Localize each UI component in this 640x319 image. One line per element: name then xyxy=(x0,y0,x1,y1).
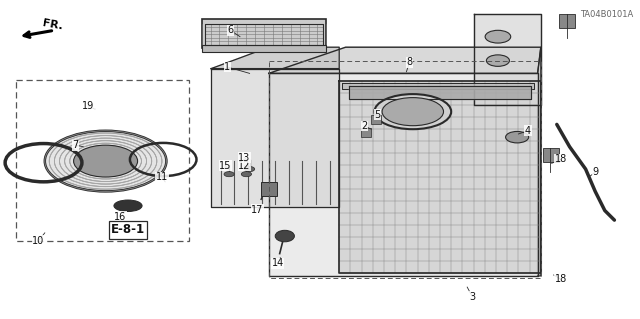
Ellipse shape xyxy=(74,145,138,177)
Text: FR.: FR. xyxy=(42,19,63,32)
Ellipse shape xyxy=(374,94,451,129)
Polygon shape xyxy=(269,73,538,276)
Polygon shape xyxy=(474,14,541,105)
Text: 17: 17 xyxy=(251,205,264,215)
Bar xyxy=(543,148,559,162)
Ellipse shape xyxy=(224,172,234,177)
Text: 10: 10 xyxy=(32,236,45,246)
Text: 1: 1 xyxy=(224,62,230,72)
Ellipse shape xyxy=(486,55,509,66)
Text: 7: 7 xyxy=(72,140,79,150)
Bar xyxy=(202,19,326,48)
Text: 16: 16 xyxy=(114,212,127,222)
Ellipse shape xyxy=(114,200,142,211)
Bar xyxy=(559,14,575,28)
Text: 15: 15 xyxy=(219,161,232,171)
Text: 2: 2 xyxy=(362,121,368,131)
Bar xyxy=(202,45,326,52)
Text: 13: 13 xyxy=(238,152,251,163)
Polygon shape xyxy=(339,81,541,273)
Text: 12: 12 xyxy=(238,161,251,171)
Text: 4: 4 xyxy=(525,126,531,136)
Text: 6: 6 xyxy=(227,25,234,35)
Text: 9: 9 xyxy=(592,167,598,177)
Bar xyxy=(269,61,541,278)
Bar xyxy=(371,115,381,124)
Ellipse shape xyxy=(244,167,255,172)
Text: 19: 19 xyxy=(82,101,95,111)
Text: 8: 8 xyxy=(406,57,413,67)
Polygon shape xyxy=(269,47,541,73)
Polygon shape xyxy=(211,47,339,69)
Polygon shape xyxy=(349,86,531,99)
Bar xyxy=(16,80,189,241)
Ellipse shape xyxy=(45,131,166,191)
Bar xyxy=(361,128,371,137)
Bar xyxy=(261,182,277,196)
Text: 18: 18 xyxy=(554,154,567,165)
Ellipse shape xyxy=(506,131,529,143)
Text: E-8-1: E-8-1 xyxy=(111,223,145,236)
Text: 5: 5 xyxy=(374,110,381,120)
Text: 3: 3 xyxy=(469,292,476,302)
Polygon shape xyxy=(211,69,339,207)
Ellipse shape xyxy=(485,30,511,43)
Ellipse shape xyxy=(382,98,444,126)
Text: 11: 11 xyxy=(156,172,168,182)
Ellipse shape xyxy=(275,230,294,242)
Text: TA04B0101A: TA04B0101A xyxy=(580,10,634,19)
Polygon shape xyxy=(538,47,541,276)
Text: 18: 18 xyxy=(554,274,567,284)
Text: 14: 14 xyxy=(271,258,284,268)
Ellipse shape xyxy=(241,172,252,177)
Polygon shape xyxy=(342,83,534,89)
